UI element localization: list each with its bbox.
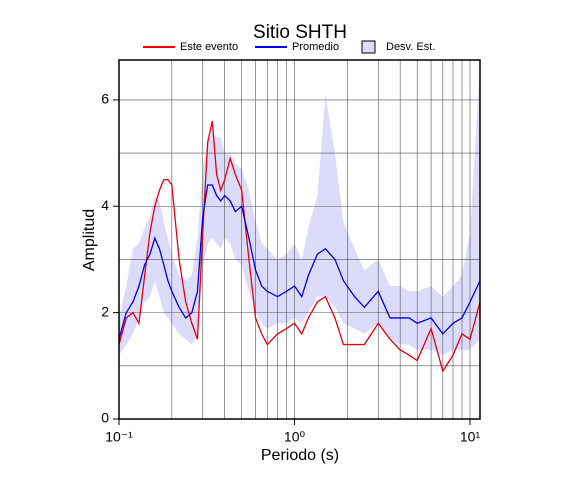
legend-label: Este evento	[180, 41, 238, 53]
plot-frame	[118, 59, 481, 420]
std-band	[119, 62, 480, 356]
y-tick-label: 0	[101, 410, 109, 426]
legend-label: Promedio	[292, 41, 339, 53]
x-tick-label: 10⁻¹	[105, 429, 133, 445]
plot-area	[119, 60, 480, 419]
series-line	[119, 121, 480, 373]
y-tick-label: 6	[101, 91, 109, 107]
x-tick-label: 10⁰	[284, 429, 306, 445]
y-tick-label: 2	[101, 303, 109, 319]
chart-title: Sitio SHTH	[253, 22, 347, 43]
x-axis-label: Periodo (s)	[261, 447, 339, 464]
series-line	[119, 184, 480, 340]
x-tick-label: 10¹	[460, 429, 481, 445]
y-axis-label: Amplitud	[81, 209, 98, 271]
y-tick-label: 4	[101, 197, 109, 213]
legend-label: Desv. Est.	[386, 41, 435, 53]
legend-swatch	[361, 40, 376, 54]
